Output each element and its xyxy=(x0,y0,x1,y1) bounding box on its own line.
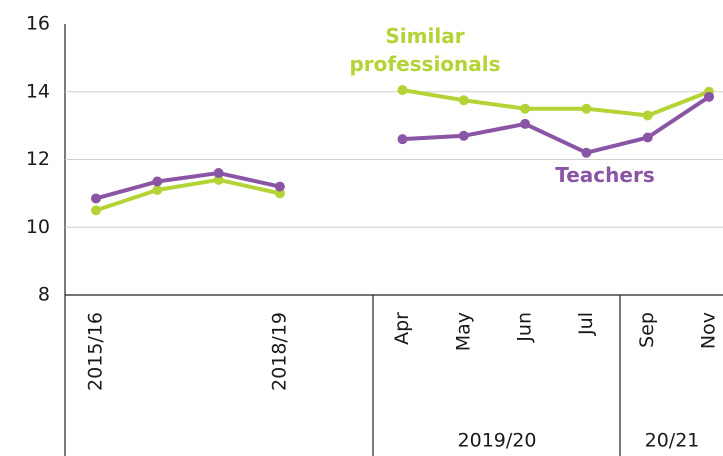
data-point xyxy=(91,193,101,204)
x-tick-label: Jun xyxy=(514,312,536,343)
x-tick-label: 2015/16 xyxy=(85,312,107,391)
annotation-line: Teachers xyxy=(555,163,654,187)
data-point xyxy=(152,184,163,195)
y-tick-label: 12 xyxy=(26,148,50,170)
annotation: Teachers xyxy=(555,163,654,187)
data-point xyxy=(642,110,653,121)
data-point xyxy=(152,176,163,187)
data-point xyxy=(397,134,408,145)
group-label: 2019/20 xyxy=(458,430,537,452)
data-point xyxy=(520,118,531,129)
x-tick-label: May xyxy=(452,312,474,351)
x-tick-label: Jul xyxy=(575,312,597,336)
data-point xyxy=(704,91,714,102)
data-point xyxy=(581,147,592,158)
data-point xyxy=(520,103,531,114)
data-point xyxy=(458,130,469,141)
data-point xyxy=(581,103,592,114)
x-tick-label: Nov xyxy=(698,312,720,349)
annotation-line: professionals xyxy=(349,52,500,76)
data-point xyxy=(274,181,285,192)
data-point xyxy=(397,85,408,96)
data-point xyxy=(213,168,224,179)
y-tick-label: 14 xyxy=(26,80,50,102)
data-point xyxy=(91,205,101,216)
data-point xyxy=(458,95,469,106)
y-tick-label: 16 xyxy=(26,13,50,35)
group-label: 20/21 xyxy=(645,430,700,452)
annotation-line: Similar xyxy=(385,24,464,48)
x-tick-label: 2018/19 xyxy=(268,312,290,391)
series-line xyxy=(95,88,710,213)
y-tick-label: 10 xyxy=(26,216,50,238)
series-line xyxy=(95,95,711,201)
y-tick-label: 8 xyxy=(38,284,50,306)
x-tick-label: Apr xyxy=(391,312,413,345)
annotation: Similar professionals xyxy=(349,24,500,76)
x-tick-label: Sep xyxy=(636,312,658,348)
data-point xyxy=(642,132,653,143)
